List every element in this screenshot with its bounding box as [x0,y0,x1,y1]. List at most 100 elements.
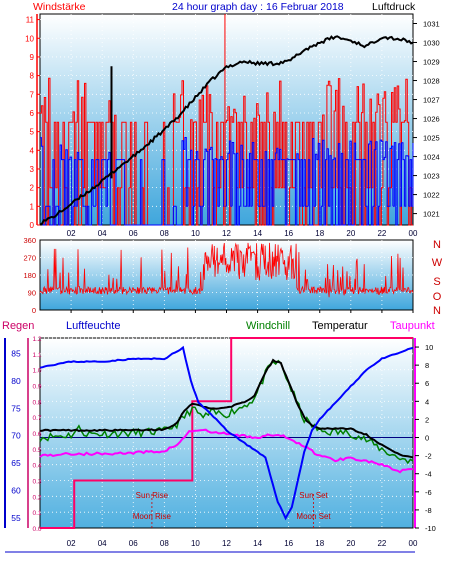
humidity-tick-label: 70 [11,431,21,441]
sun-moon-annotation: Moon Rise [133,512,172,521]
wind-tick-label: 0 [30,221,35,230]
rain-tick-label: 1.2 [32,336,41,343]
x-tick-label: 02 [67,229,76,238]
dewpoint-line [39,428,414,474]
pressure-tick-label: 1022 [423,191,440,200]
pressure-axis-title: Luftdruck [372,1,416,13]
x-tick-label: 08 [160,229,169,238]
rain-tick-label: 1.0 [32,368,41,375]
temperature-tick-label: 4 [425,397,429,406]
temperature-tick-label: 8 [425,361,429,370]
x-tick-label: 14 [253,229,262,238]
wind-tick-label: 4 [30,146,35,155]
humidity-tick-label: 85 [11,348,21,358]
x-tick-label: 04 [98,539,107,548]
humidity-tick-label: 55 [11,513,21,523]
rain-tick-label: 0.9 [32,384,41,391]
panel-wind-direction [39,239,414,311]
x-tick-label: 12 [222,229,231,238]
legend-taupunkt: Taupunkt [390,320,435,332]
compass-label: S [433,276,440,288]
sun-moon-annotation: Moon Set [296,512,331,521]
direction-tick-label: 0 [32,306,36,315]
x-tick-label: 20 [346,539,355,548]
x-tick-label: 06 [129,539,138,548]
wind-direction-line [39,242,414,298]
humidity-tick-label: 80 [11,376,21,386]
wind-speed-line [40,137,414,226]
x-tick-label: 10 [191,539,200,548]
wind-tick-label: 8 [30,72,35,81]
direction-tick-label: 360 [23,236,36,245]
pressure-tick-label: 1021 [423,210,440,219]
x-tick-label: 16 [284,229,293,238]
x-tick-label: 02 [67,539,76,548]
temperature-tick-label: -6 [425,488,432,497]
x-tick-label: 22 [377,229,386,238]
x-tick-label: 06 [129,229,138,238]
x-tick-label: 20 [346,229,355,238]
x-tick-label: 18 [315,229,324,238]
direction-tick-label: 90 [28,289,36,298]
wind-gust-line [40,77,413,226]
legend-regen: Regen [2,320,35,332]
pressure-tick-label: 1031 [423,20,440,29]
rain-tick-label: 0.3 [32,479,41,486]
wind-tick-label: 1 [30,202,35,211]
rain-tick-label: 0.7 [32,415,41,422]
wind-axis-title: Windstärke [33,1,86,13]
pressure-tick-label: 1027 [423,96,440,105]
pressure-tick-label: 1024 [423,153,440,162]
wind-tick-label: 3 [30,165,35,174]
compass-label: O [433,291,442,303]
compass-label: N [433,239,441,251]
temperature-tick-label: -2 [425,452,432,461]
rain-line [40,337,413,529]
wind-tick-label: 10 [25,34,34,43]
x-tick-label: 08 [160,539,169,548]
temperature-tick-label: 0 [425,434,429,443]
x-tick-label: 00 [409,539,418,548]
direction-tick-label: 180 [23,271,36,280]
windchill-line [39,359,414,465]
pressure-line [39,35,414,226]
humidity-tick-label: 60 [11,486,21,496]
pressure-tick-label: 1025 [423,134,440,143]
legend-luftfeuchte: Luftfeuchte [66,320,121,332]
sun-moon-annotation: Sun Rise [136,491,169,500]
legend-windchill: Windchill [246,320,291,332]
temperature-tick-label: 2 [425,415,429,424]
x-tick-label: 22 [377,539,386,548]
rain-tick-label: 0.4 [32,463,41,470]
compass-label: N [433,305,441,317]
rain-tick-label: 0.8 [32,399,41,406]
temperature-tick-label: -8 [425,506,432,515]
sun-moon-annotation: Sun Set [299,491,328,500]
x-tick-label: 10 [191,229,200,238]
pressure-tick-label: 1023 [423,172,440,181]
temperature-tick-label: -4 [425,470,432,479]
wind-tick-label: 6 [30,109,35,118]
humidity-tick-label: 65 [11,458,21,468]
panel-temp-humidity [39,337,414,529]
temperature-line [39,358,414,459]
pressure-tick-label: 1028 [423,77,440,86]
rain-tick-label: 1.1 [32,352,41,359]
rain-tick-label: 0.1 [32,510,41,517]
pressure-tick-label: 1026 [423,115,440,124]
chart-title: 24 hour graph day : 16 Februar 2018 [172,1,344,13]
x-tick-label: 18 [315,539,324,548]
rain-tick-label: 0.5 [32,447,41,454]
compass-label: W [432,257,443,269]
legend-temperatur: Temperatur [312,320,368,332]
rain-tick-label: 0.0 [32,526,41,533]
wind-tick-label: 2 [30,184,35,193]
x-tick-label: 12 [222,539,231,548]
rain-tick-label: 0.6 [32,431,41,438]
humidity-line [39,345,414,521]
pressure-tick-label: 1029 [423,58,440,67]
pressure-tick-label: 1030 [423,39,440,48]
wind-tick-label: 9 [30,53,35,62]
